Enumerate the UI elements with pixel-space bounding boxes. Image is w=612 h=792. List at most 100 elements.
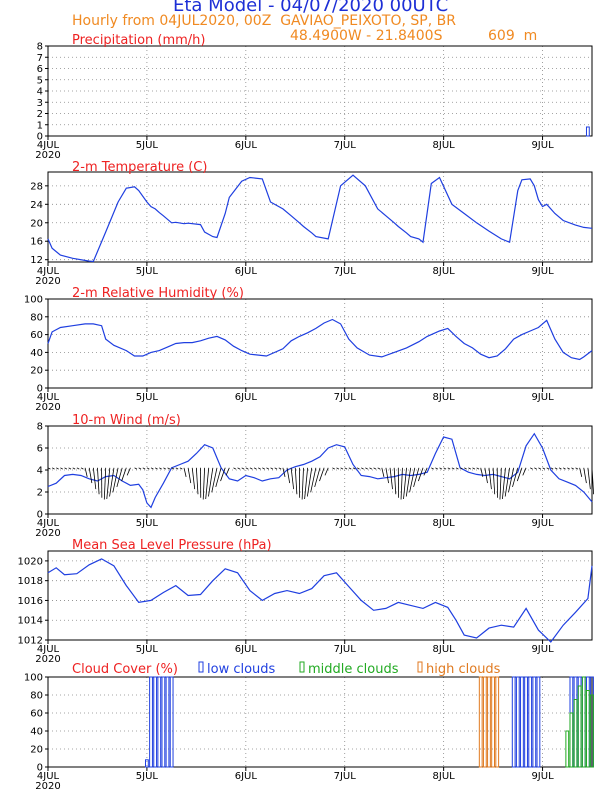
x-tick-label: 8JUL: [433, 266, 456, 277]
wind-arrow: [542, 467, 546, 470]
y-tick-label: 0: [37, 510, 43, 521]
x-tick-label: 6JUL: [235, 140, 258, 151]
low-clouds-bar: [536, 676, 541, 768]
wind-arrow: [314, 467, 321, 488]
x-tick-label: 4JUL: [37, 518, 60, 529]
wind-arrow: [393, 467, 397, 495]
wind-arrow: [72, 467, 76, 470]
panel-title: 2-m Relative Humidity (%): [72, 286, 244, 301]
x-tick-label: 9JUL: [531, 266, 554, 277]
wind-arrow: [171, 467, 175, 470]
x-tick-label: 6JUL: [235, 392, 258, 403]
wind-arrow: [64, 467, 68, 470]
y-tick-label: 40: [30, 348, 43, 359]
x-tick-label: 7JUL: [334, 771, 357, 782]
wind-arrow: [369, 467, 373, 470]
wind-arrow: [534, 467, 537, 470]
wind-arrow: [183, 467, 187, 477]
wind-arrow: [191, 467, 196, 490]
x-tick-label: 7JUL: [334, 644, 357, 655]
x-tick-label: 9JUL: [531, 771, 554, 782]
wind-arrow: [579, 467, 583, 477]
x-tick-label: 8JUL: [433, 771, 456, 782]
wind-arrow: [142, 467, 146, 470]
panel-title: Precipitation (mm/h): [72, 33, 205, 48]
wind-arrow: [439, 467, 443, 470]
wind-arrow: [352, 467, 356, 470]
middle-clouds-bar: [585, 690, 590, 768]
x-tick-label: 4JUL: [37, 392, 60, 403]
wind_speed-line: [47, 432, 593, 509]
wind-arrow: [103, 467, 107, 500]
wind-arrow: [274, 467, 278, 470]
wind-arrow: [319, 467, 325, 482]
wind-arrow: [159, 467, 162, 470]
wind-arrow: [138, 467, 142, 470]
wind-arrow: [245, 467, 249, 470]
wind-arrow: [76, 467, 80, 470]
wind-arrow: [413, 467, 420, 488]
y-tick-label: 80: [30, 312, 43, 323]
legend-label: high clouds: [426, 662, 501, 677]
wind-arrow: [405, 467, 412, 497]
x-tick-label: 9JUL: [531, 644, 554, 655]
y-tick-label: 2: [37, 109, 43, 120]
chart-title: Eta Model - 04/07/2020 00UTC: [173, 0, 449, 16]
x-tick-year: 2020: [35, 150, 60, 161]
wind-arrow: [504, 467, 510, 497]
y-tick-label: 1016: [18, 596, 43, 607]
wind-arrow: [522, 467, 527, 476]
wind-arrow: [187, 467, 192, 484]
mslp-line: [47, 558, 593, 643]
wind-arrow: [202, 467, 206, 500]
wind-arrow: [550, 467, 554, 470]
wind-arrow: [150, 467, 154, 470]
wind-arrow: [385, 467, 389, 484]
high-clouds-bar: [487, 676, 491, 768]
y-tick-label: 6: [37, 444, 43, 455]
y-tick-label: 7: [37, 53, 43, 64]
wind-arrow: [51, 467, 55, 470]
x-tick-label: 5JUL: [136, 644, 159, 655]
low-clouds-bar: [157, 676, 162, 768]
x-tick-label: 6JUL: [235, 644, 258, 655]
y-tick-label: 16: [30, 237, 43, 248]
wind-arrow: [84, 467, 88, 477]
wind-arrow: [502, 467, 506, 500]
wind-arrow: [205, 467, 210, 500]
y-tick-label: 60: [30, 330, 43, 341]
low-clouds-bar: [161, 676, 166, 768]
wind-arrow: [575, 467, 579, 470]
panel-frame: [47, 171, 593, 263]
y-tick-label: 1018: [18, 576, 43, 587]
high-clouds-bar: [491, 676, 495, 768]
station-elevation: 609 m: [488, 28, 538, 44]
y-tick-label: 28: [30, 181, 43, 192]
wind-arrow: [344, 467, 348, 470]
x-tick-label: 8JUL: [433, 392, 456, 403]
wind-arrow: [68, 467, 72, 470]
panel-frame: [47, 550, 593, 641]
chart-subtitle: Hourly from 04JUL2020, 00Z GAVIAO_PEIXOT…: [72, 13, 456, 29]
wind-arrow: [435, 467, 438, 470]
x-tick-label: 7JUL: [334, 266, 357, 277]
wind-arrow: [538, 467, 542, 470]
wind-arrow: [459, 467, 463, 470]
y-tick-label: 3: [37, 98, 43, 109]
low-clouds-bar: [520, 676, 524, 768]
wind-arrow: [106, 467, 111, 500]
wind-arrow: [508, 467, 515, 493]
wind-arrow: [208, 467, 214, 497]
x-tick-year: 2020: [35, 276, 60, 287]
y-tick-label: 6: [37, 64, 43, 75]
wind-arrow: [512, 467, 519, 488]
y-tick-label: 100: [24, 673, 43, 684]
wind-arrow: [377, 467, 381, 470]
x-tick-label: 7JUL: [334, 140, 357, 151]
wind-arrow: [400, 467, 403, 500]
wind-arrow: [332, 467, 335, 470]
wind-arrow: [290, 467, 295, 490]
wind-arrow: [373, 467, 377, 470]
low-clouds-bar: [528, 676, 533, 768]
wind-arrow: [499, 467, 502, 500]
